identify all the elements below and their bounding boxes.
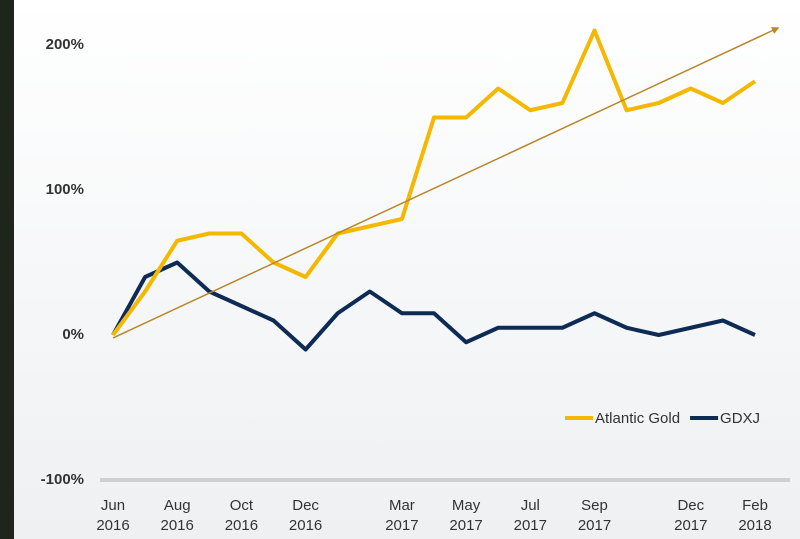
x-tick-label: 2016: [161, 517, 194, 534]
y-tick-label: -100%: [41, 471, 84, 488]
x-tick-label: 2016: [289, 517, 322, 534]
x-tick-label: 2017: [578, 517, 611, 534]
x-tick-label: Dec: [292, 497, 319, 514]
x-tick-label: Jul: [521, 497, 540, 514]
x-tick-label: 2017: [674, 517, 707, 534]
y-tick-label: 200%: [46, 36, 84, 53]
x-tick-label: May: [452, 497, 481, 514]
background-photo: [0, 0, 14, 539]
series-line: [111, 260, 756, 352]
y-tick-label: 100%: [46, 181, 84, 198]
x-tick-label: Dec: [677, 497, 704, 514]
x-tick-label: Feb: [742, 497, 768, 514]
x-tick-label: 2018: [738, 517, 771, 534]
x-tick-label: Jun: [101, 497, 125, 514]
legend-label: GDXJ: [720, 410, 760, 427]
series-line: [111, 28, 757, 337]
trend-arrow: [112, 27, 780, 339]
plot-panel: [14, 0, 800, 539]
x-tick-label: Aug: [164, 497, 191, 514]
x-tick-label: 2016: [96, 517, 129, 534]
x-tick-label: 2017: [449, 517, 482, 534]
x-tick-label: Oct: [230, 497, 254, 514]
x-tick-label: 2016: [225, 517, 258, 534]
legend-label: Atlantic Gold: [595, 410, 680, 427]
x-tick-label: 2017: [385, 517, 418, 534]
x-tick-label: Mar: [389, 497, 415, 514]
y-tick-label: 0%: [62, 326, 84, 343]
x-tick-label: Sep: [581, 497, 608, 514]
x-tick-label: 2017: [514, 517, 547, 534]
